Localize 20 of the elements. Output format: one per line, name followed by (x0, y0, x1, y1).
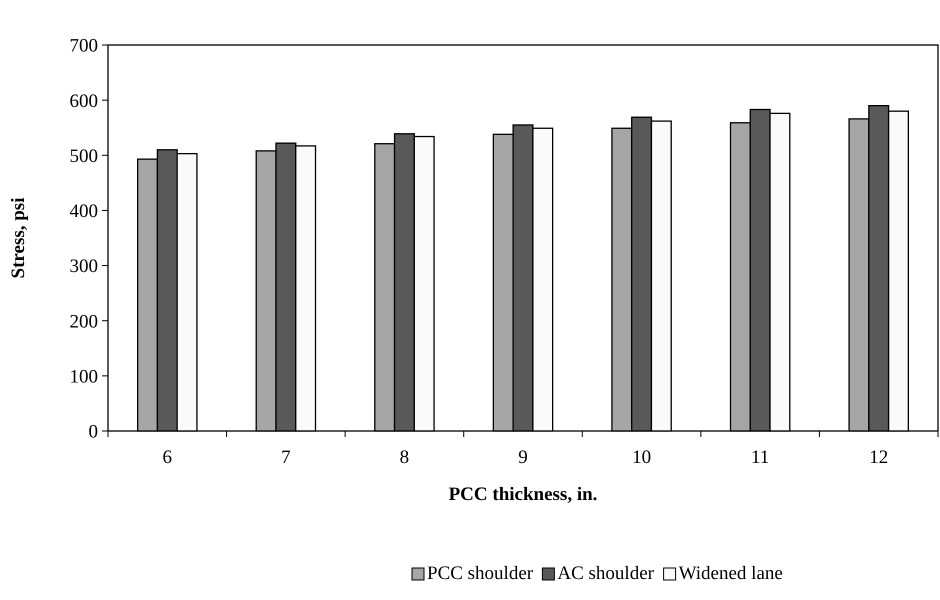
x-tick-label: 6 (162, 447, 172, 468)
y-tick-label: 400 (70, 201, 98, 222)
y-tick-label: 300 (70, 256, 98, 278)
legend-label: PCC shoulder (427, 563, 534, 584)
x-tick-label: 9 (518, 447, 528, 468)
y-tick-label: 500 (70, 146, 98, 167)
x-tick-label: 10 (632, 447, 652, 468)
x-axis-title: PCC thickness, in. (448, 484, 598, 505)
x-tick-label: 11 (750, 447, 770, 468)
y-tick-label: 200 (70, 311, 98, 332)
y-tick-label: 600 (70, 90, 98, 112)
x-tick-label: 8 (400, 447, 410, 468)
legend-label: AC shoulder (557, 563, 655, 584)
x-tick-label: 7 (281, 447, 291, 468)
x-tick-label: 12 (869, 447, 888, 468)
y-axis-title: Stress, psi (8, 198, 29, 278)
y-tick-label: 700 (70, 36, 98, 57)
y-tick-label: 100 (70, 366, 98, 388)
y-tick-label: 0 (88, 422, 98, 443)
legend-label: Widened lane (678, 563, 783, 584)
